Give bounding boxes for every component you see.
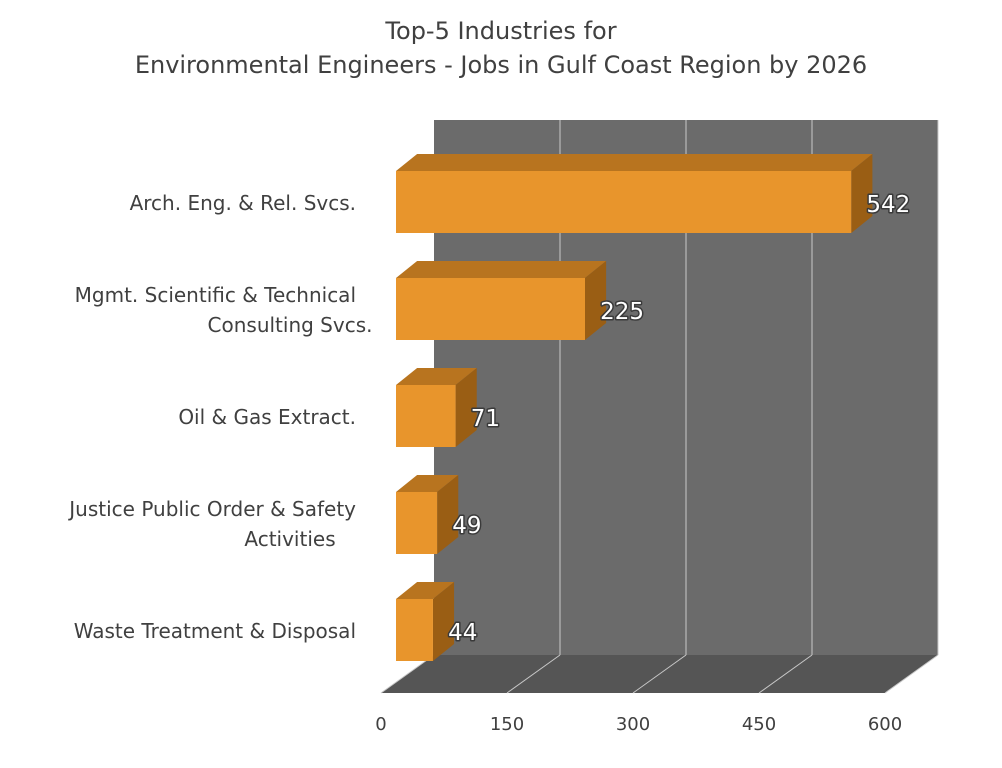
bar-side-3 <box>437 475 459 554</box>
bar-top-1 <box>396 261 607 278</box>
bars <box>396 154 873 661</box>
category-label-1: Mgmt. Scientific & Technical Consulting S… <box>75 283 373 337</box>
category-label-4-line-0: Waste Treatment & Disposal <box>74 619 356 643</box>
gridline-floor-0 <box>380 654 435 694</box>
gridline-floor-3 <box>758 654 813 694</box>
category-label-0-line-0: Arch. Eng. & Rel. Svcs. <box>130 191 356 215</box>
category-label-3: Justice Public Order & Safety Activities <box>67 497 356 551</box>
x-tick-label-2: 300 <box>616 714 650 735</box>
data-label-3: 49 <box>452 513 481 539</box>
bar-top-0 <box>396 154 873 171</box>
category-label-2-line-0: Oil & Gas Extract. <box>178 405 356 429</box>
category-label-3-line-0: Justice Public Order & Safety <box>67 497 356 521</box>
category-label-4: Waste Treatment & Disposal <box>74 619 356 643</box>
category-label-1-line-0: Mgmt. Scientific & Technical <box>75 283 356 307</box>
bar-side-0 <box>851 154 873 233</box>
bar-side-1 <box>585 261 607 340</box>
x-tick-label-3: 450 <box>742 714 776 735</box>
bar-0 <box>396 171 852 233</box>
data-label-1: 225 <box>600 299 644 325</box>
data-label-2: 71 <box>471 406 500 432</box>
bar-top-4 <box>396 582 455 599</box>
chart-title-line-1: Top-5 Industries for <box>385 17 617 45</box>
bar-1 <box>396 278 585 340</box>
category-labels: Arch. Eng. & Rel. Svcs. Mgmt. Scientific … <box>67 191 372 643</box>
x-tick-label-0: 0 <box>375 714 386 735</box>
bar-top-2 <box>396 368 477 385</box>
data-label-0: 542 <box>866 192 910 218</box>
category-label-3-line-1: Activities <box>244 527 335 551</box>
chart-title-line-2: Environmental Engineers - Jobs in Gulf C… <box>134 51 868 79</box>
x-axis-tick-labels: 0 150 300 450 600 <box>375 714 902 735</box>
data-label-4: 44 <box>448 620 477 646</box>
gridline-floor-4 <box>884 654 939 694</box>
category-label-2: Oil & Gas Extract. <box>178 405 356 429</box>
category-label-1-line-1: Consulting Svcs. <box>208 313 373 337</box>
bar-3 <box>396 492 438 554</box>
bar-side-2 <box>455 368 477 447</box>
bar-4 <box>396 599 433 661</box>
category-label-0: Arch. Eng. & Rel. Svcs. <box>130 191 356 215</box>
bar-2 <box>396 385 456 447</box>
bar-side-4 <box>432 582 455 661</box>
chart-title: Top-5 Industries for Environmental Engin… <box>0 14 1002 82</box>
gridline-floor-1 <box>506 654 561 694</box>
gridline-floor-2 <box>632 654 687 694</box>
data-labels: 542 225 71 49 44 <box>447 191 912 648</box>
bar-top-3 <box>396 475 459 492</box>
x-tick-label-4: 600 <box>868 714 902 735</box>
x-tick-label-1: 150 <box>490 714 524 735</box>
